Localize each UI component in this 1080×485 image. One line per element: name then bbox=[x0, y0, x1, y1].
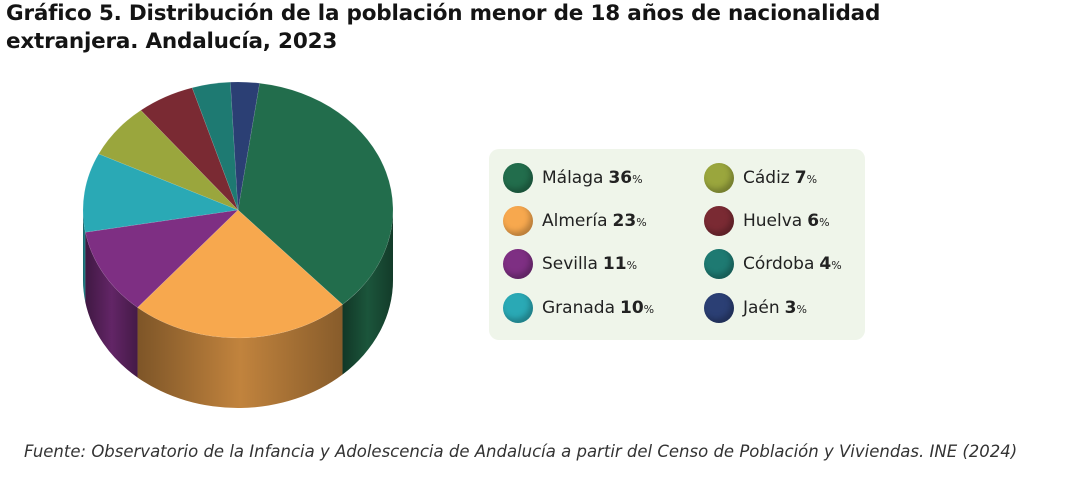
legend-category: Huelva bbox=[743, 211, 803, 231]
pie-slice-granada bbox=[82, 153, 240, 233]
legend-swatch bbox=[503, 206, 533, 236]
pie-slice-málaga bbox=[237, 82, 394, 305]
legend-unit: % bbox=[632, 173, 643, 186]
legend-unit: % bbox=[796, 303, 807, 316]
legend-value: 36% bbox=[608, 168, 643, 188]
legend-item-córdoba: Córdoba 4% bbox=[704, 247, 842, 281]
legend-value: 10% bbox=[619, 298, 655, 318]
legend-label: Huelva 6% bbox=[743, 211, 830, 231]
legend-swatch bbox=[704, 293, 734, 323]
legend-swatch bbox=[503, 163, 533, 193]
pie-chart bbox=[82, 81, 394, 408]
legend-item-málaga: Málaga 36% bbox=[503, 161, 643, 195]
legend-value: 7% bbox=[794, 168, 818, 188]
legend-item-almería: Almería 23% bbox=[503, 204, 647, 238]
pie-side-shade bbox=[137, 304, 343, 408]
pie-side-shade bbox=[342, 210, 393, 375]
legend-category: Almería bbox=[542, 211, 608, 231]
legend-unit: % bbox=[831, 259, 842, 272]
legend-item-jaén: Jaén 3% bbox=[704, 291, 807, 325]
legend-category: Córdoba bbox=[743, 254, 815, 274]
legend-label: Granada 10% bbox=[542, 298, 654, 318]
legend-unit: % bbox=[643, 303, 655, 316]
pie-slice-huelva bbox=[140, 87, 239, 211]
pie-slice-córdoba bbox=[191, 81, 239, 211]
legend-unit: % bbox=[806, 173, 818, 186]
legend-value: 4% bbox=[819, 254, 842, 274]
legend-value: 11% bbox=[602, 254, 638, 274]
pie-side-shade bbox=[85, 232, 138, 378]
legend-label: Cádiz 7% bbox=[743, 168, 817, 188]
pie-tops bbox=[82, 81, 394, 339]
pie-side-shade bbox=[83, 210, 86, 303]
legend-unit: % bbox=[636, 216, 647, 229]
legend-label: Almería 23% bbox=[542, 211, 647, 231]
legend-unit: % bbox=[819, 216, 830, 229]
legend-category: Jaén bbox=[743, 298, 780, 318]
legend: Málaga 36% Almería 23% Sevilla 11% Granada 10% C… bbox=[489, 149, 865, 340]
pie-slice-almería bbox=[137, 209, 343, 339]
legend-category: Málaga bbox=[542, 168, 604, 188]
legend-label: Jaén 3% bbox=[743, 298, 807, 318]
legend-unit: % bbox=[626, 259, 638, 272]
legend-item-granada: Granada 10% bbox=[503, 291, 654, 325]
pie-slice-cádiz bbox=[98, 109, 239, 211]
legend-category: Sevilla bbox=[542, 254, 598, 274]
legend-swatch bbox=[704, 206, 734, 236]
legend-item-huelva: Huelva 6% bbox=[704, 204, 830, 238]
legend-category: Granada bbox=[542, 298, 615, 318]
legend-label: Málaga 36% bbox=[542, 168, 643, 188]
pie-sides bbox=[83, 210, 393, 408]
pie-slice-sevilla bbox=[84, 209, 239, 308]
legend-label: Sevilla 11% bbox=[542, 254, 637, 274]
legend-value: 23% bbox=[612, 211, 647, 231]
legend-item-cádiz: Cádiz 7% bbox=[704, 161, 817, 195]
source-note: Fuente: Observatorio de la Infancia y Ad… bbox=[24, 442, 1018, 461]
legend-swatch bbox=[503, 249, 533, 279]
chart-title: Gráfico 5. Distribución de la población … bbox=[6, 1, 881, 54]
legend-swatch bbox=[704, 163, 734, 193]
legend-value: 3% bbox=[784, 298, 807, 318]
legend-category: Cádiz bbox=[743, 168, 790, 188]
legend-item-sevilla: Sevilla 11% bbox=[503, 247, 637, 281]
legend-swatch bbox=[704, 249, 734, 279]
pie-slice-jaén bbox=[230, 81, 260, 211]
legend-value: 6% bbox=[807, 211, 830, 231]
legend-label: Córdoba 4% bbox=[743, 254, 842, 274]
legend-swatch bbox=[503, 293, 533, 323]
